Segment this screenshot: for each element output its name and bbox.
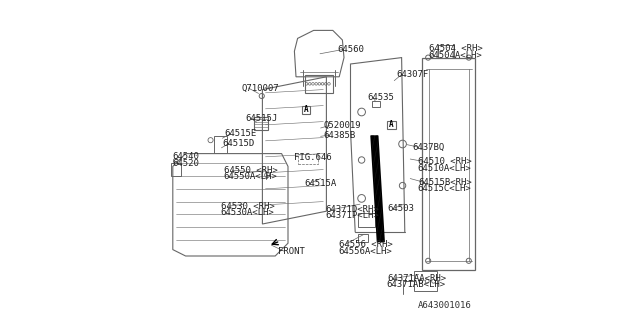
Bar (358, 234, 368, 242)
Text: Q710007: Q710007 (242, 84, 279, 92)
Bar (415, 271, 438, 291)
Bar (387, 121, 396, 129)
Text: 64515J: 64515J (246, 114, 278, 123)
Text: 64371D<RH>: 64371D<RH> (326, 205, 380, 214)
Text: 64530 <RH>: 64530 <RH> (221, 202, 275, 211)
Text: 64550 <RH>: 64550 <RH> (224, 166, 278, 175)
Text: 6437BQ: 6437BQ (413, 143, 445, 152)
Text: 64504A<LH>: 64504A<LH> (428, 51, 482, 60)
Text: 64504 <RH>: 64504 <RH> (429, 44, 483, 53)
Text: 64550A<LH>: 64550A<LH> (223, 172, 277, 181)
Text: 64371AB<LH>: 64371AB<LH> (387, 280, 445, 289)
Text: Q520019: Q520019 (323, 121, 361, 130)
Text: 64307F: 64307F (396, 70, 428, 79)
Text: 64535: 64535 (367, 93, 394, 102)
Bar (254, 117, 268, 130)
Bar (302, 106, 310, 114)
Text: 64515A: 64515A (304, 179, 336, 188)
Bar (305, 75, 333, 93)
Text: 64556 <RH>: 64556 <RH> (339, 240, 392, 249)
Text: 64503: 64503 (387, 204, 414, 213)
Text: 64371AA<RH>: 64371AA<RH> (387, 274, 446, 283)
Text: 64530A<LH>: 64530A<LH> (220, 208, 274, 217)
Text: 64385B: 64385B (323, 131, 355, 140)
Text: 64515C<LH>: 64515C<LH> (417, 184, 471, 193)
Text: FIG.646: FIG.646 (294, 153, 332, 162)
Text: A: A (303, 105, 308, 114)
Bar (170, 163, 181, 176)
Text: 64510 <RH>: 64510 <RH> (418, 157, 471, 166)
Text: 64510A<LH>: 64510A<LH> (417, 164, 470, 172)
Text: 64560: 64560 (338, 45, 364, 54)
Text: 64515D: 64515D (223, 139, 255, 148)
Text: 64556A<LH>: 64556A<LH> (338, 247, 392, 256)
Bar (372, 101, 380, 107)
Text: 64515E: 64515E (224, 129, 256, 138)
Text: 64540: 64540 (173, 152, 200, 161)
Bar (298, 154, 318, 164)
Text: FRONT: FRONT (278, 247, 305, 256)
Text: 64515B<RH>: 64515B<RH> (418, 178, 472, 187)
Text: A643001016: A643001016 (419, 301, 472, 310)
Text: 64520: 64520 (173, 159, 200, 168)
Text: 64371P<LH>: 64371P<LH> (325, 212, 379, 220)
Text: A: A (389, 120, 394, 129)
Bar (358, 213, 375, 227)
Bar (214, 136, 227, 153)
